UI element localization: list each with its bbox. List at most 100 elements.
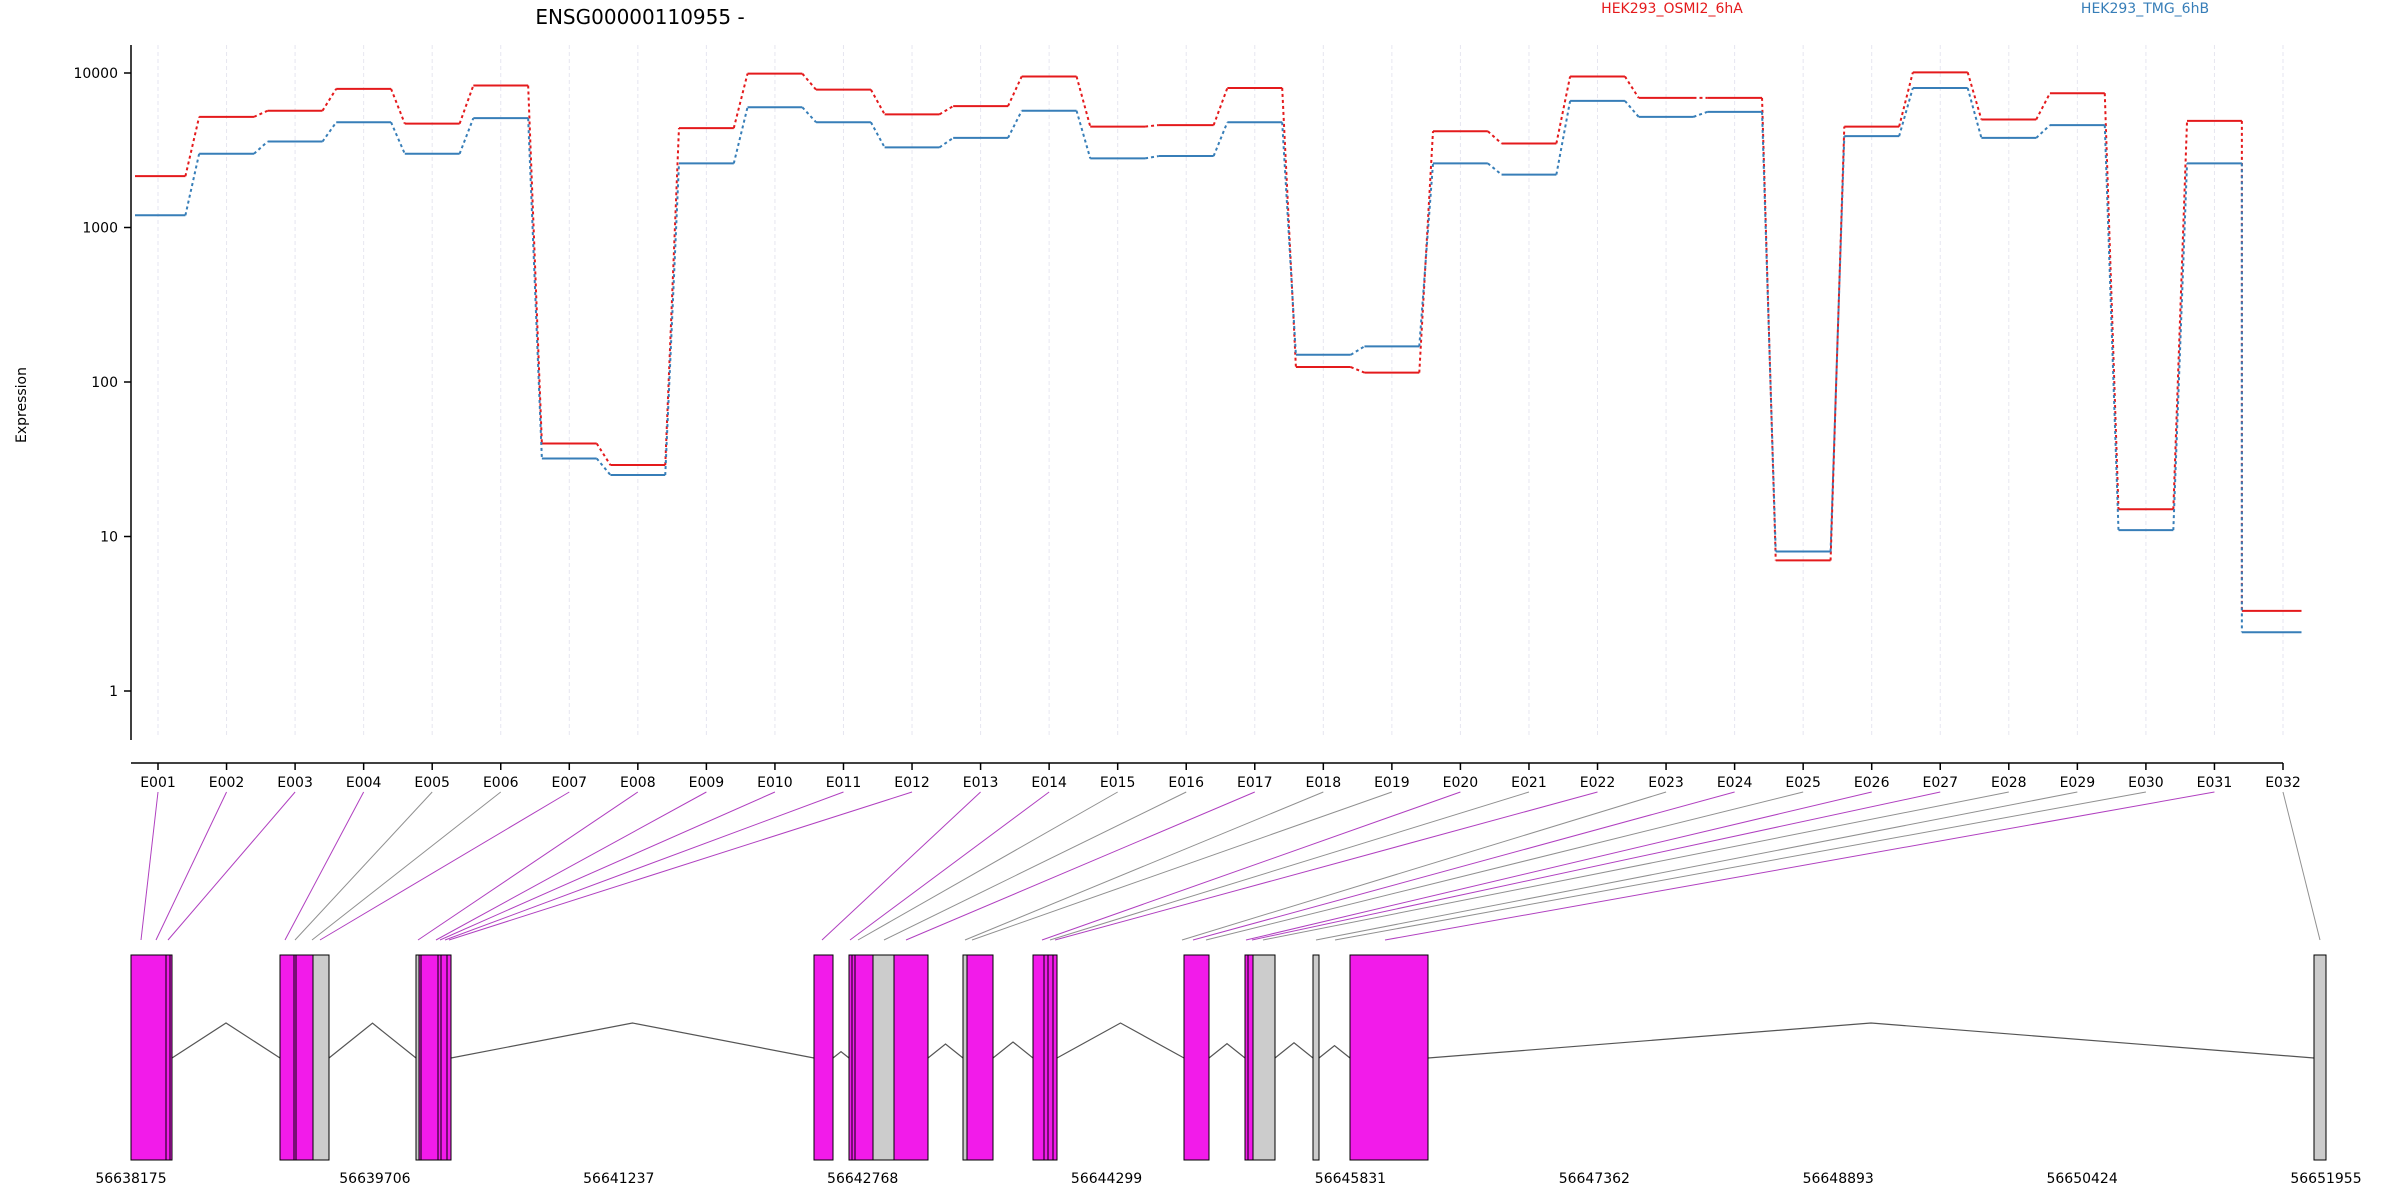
series-connector <box>1418 163 1434 347</box>
exon-connector <box>1054 791 1598 941</box>
genomic-axis: 56638175 56639706 56641237 56642768 56644299… <box>95 1171 2361 1187</box>
exon-block <box>165 954 171 1161</box>
series-connector <box>1212 87 1229 126</box>
series-connector <box>1898 87 1914 137</box>
x-tick-label: E019 <box>1374 775 1410 791</box>
x-tick-label: E022 <box>1580 775 1616 791</box>
genomic-tick-label: 56642768 <box>827 1171 898 1187</box>
series-connector <box>1075 76 1092 127</box>
exon-connector <box>1192 791 1735 941</box>
x-tick-label: E003 <box>277 775 313 791</box>
series-connector <box>1144 155 1159 160</box>
series-connector <box>1829 126 1846 561</box>
series-connector <box>458 85 475 124</box>
exon-connector <box>1181 791 1667 941</box>
x-tick-label: E018 <box>1306 775 1342 791</box>
x-tick-label: E006 <box>483 775 519 791</box>
x-tick-label: E009 <box>689 775 725 791</box>
series-connector <box>1898 72 1914 127</box>
y-axis-label: Expression <box>14 367 30 443</box>
exon-connector <box>1049 791 1530 941</box>
intron-line <box>1318 1044 1351 1059</box>
series-2 <box>135 86 2302 634</box>
x-tick-label: E016 <box>1168 775 1204 791</box>
genomic-tick-label: 56645831 <box>1315 1171 1386 1187</box>
x-tick-label: E026 <box>1854 775 1890 791</box>
series-connector <box>870 89 886 115</box>
x-tick-label: E012 <box>894 775 930 791</box>
x-tick-label: E032 <box>2265 775 2301 791</box>
y-tick-label: 10 <box>100 530 118 546</box>
exon-block <box>1349 954 1429 1161</box>
x-tick-label: E023 <box>1648 775 1684 791</box>
x-tick-label: E017 <box>1237 775 1273 791</box>
exon-block <box>893 954 929 1161</box>
series-connector <box>1144 124 1159 128</box>
exon-block <box>440 954 448 1161</box>
series-connector <box>1212 121 1229 157</box>
exon-block <box>1312 954 1320 1161</box>
exon-connector <box>311 791 502 941</box>
series-connector <box>870 121 886 148</box>
x-tick-label: E002 <box>209 775 245 791</box>
series-connector <box>184 153 201 216</box>
exon-block <box>813 954 834 1161</box>
exon-connector <box>444 791 844 941</box>
exon-block <box>1052 954 1058 1161</box>
genomic-tick-label: 56639706 <box>339 1171 410 1187</box>
series-connector <box>253 140 269 155</box>
exon-connector <box>1041 791 1461 941</box>
exon-connector <box>1251 791 1941 941</box>
x-tick-label: E014 <box>1031 775 1067 791</box>
series-connector <box>1281 122 1297 355</box>
genomic-tick-label: 56638175 <box>95 1171 166 1187</box>
x-tick-label: E013 <box>963 775 999 791</box>
exon-block <box>2313 954 2327 1161</box>
series-connector <box>1693 110 1708 118</box>
series-connector <box>1487 130 1503 145</box>
exon-connector <box>284 791 365 941</box>
exon-connector <box>905 791 1255 941</box>
exon-block <box>1183 954 1210 1161</box>
series-connector <box>321 88 338 112</box>
x-tick-label: E004 <box>346 775 382 791</box>
series-connector <box>1075 110 1092 159</box>
x-tick-label: E027 <box>1922 775 1958 791</box>
chart-title: ENSG00000110955 - <box>535 5 744 29</box>
series-connector <box>1966 72 1983 120</box>
series-connector <box>1555 76 1572 144</box>
exon-connector <box>964 791 1324 941</box>
exon-block <box>279 954 295 1161</box>
genomic-tick-label: 56648893 <box>1803 1171 1874 1187</box>
series-connector <box>1624 100 1640 118</box>
exon-connector <box>319 791 570 941</box>
x-axis: E001 E002 E003 E004 E005 E006 E007 E008 E009 E010… <box>131 762 2301 791</box>
exon-connector <box>1245 791 1872 941</box>
exon-connector <box>448 791 913 941</box>
exon-connector <box>857 791 1118 941</box>
exon-connector-lines <box>140 791 2321 941</box>
intron-line <box>328 1022 417 1059</box>
exon-connector <box>435 791 707 941</box>
series-connector <box>2035 124 2051 139</box>
series-connector <box>390 88 406 125</box>
genomic-tick-label: 56650424 <box>2046 1171 2117 1187</box>
exon-block <box>1032 954 1045 1161</box>
exon-block <box>130 954 167 1161</box>
series-connector <box>1487 162 1503 176</box>
x-tick-label: E005 <box>414 775 450 791</box>
series-connector <box>2035 92 2051 120</box>
x-tick-label: E028 <box>1991 775 2027 791</box>
x-tick-label: E008 <box>620 775 656 791</box>
exon-connector <box>1262 791 2009 941</box>
series-connector <box>253 109 269 118</box>
series-connector <box>321 121 338 143</box>
exon-block <box>962 954 968 1161</box>
x-tick-label: E001 <box>140 775 176 791</box>
series-connector <box>938 105 954 116</box>
exon-connector <box>971 791 1393 941</box>
exon-connector <box>821 791 981 941</box>
series-connector <box>1418 131 1434 373</box>
intron-line <box>1274 1042 1314 1059</box>
